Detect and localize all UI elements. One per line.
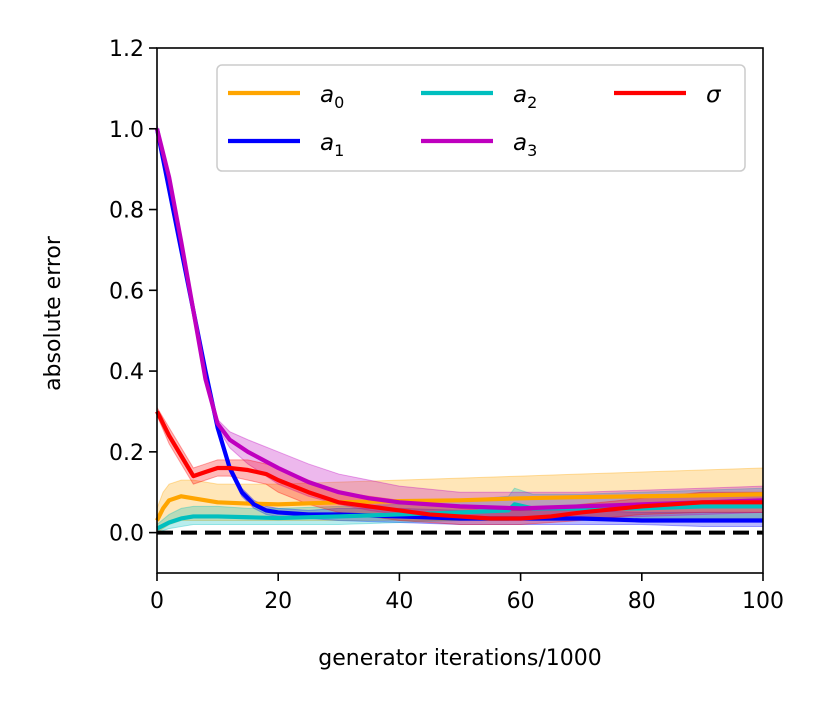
band-a3 bbox=[156, 124, 764, 519]
y-tick-label: 1.0 bbox=[109, 118, 144, 143]
y-tick-label: 0.6 bbox=[109, 279, 144, 304]
y-tick-label: 0.2 bbox=[109, 441, 144, 466]
legend-label-base: a bbox=[320, 130, 334, 156]
legend-label-a3: a3 bbox=[513, 130, 537, 160]
x-tick-label: 60 bbox=[507, 589, 535, 614]
legend-box bbox=[216, 64, 746, 172]
plot-area-frame bbox=[156, 47, 764, 574]
series-lines bbox=[154, 128, 764, 531]
x-tick-label: 0 bbox=[150, 589, 164, 614]
y-tick-label: 1.2 bbox=[109, 37, 144, 62]
legend-label-base: a bbox=[513, 130, 527, 156]
legend-label-sigma: σ bbox=[706, 82, 722, 108]
x-tick-label: 100 bbox=[742, 589, 784, 614]
legend-label-subscript: 3 bbox=[527, 141, 537, 160]
legend-label-a0: a0 bbox=[320, 82, 344, 112]
y-axis-ticks: 0.0 0.2 0.4 0.6 0.8 1.0 1.2 bbox=[109, 37, 157, 547]
legend-label-subscript: 0 bbox=[334, 93, 344, 112]
y-tick-label: 0.4 bbox=[109, 360, 144, 385]
x-tick-label: 20 bbox=[264, 589, 292, 614]
legend-label-base: σ bbox=[706, 82, 722, 108]
legend-label-subscript: 1 bbox=[334, 141, 344, 160]
x-axis-ticks: 0 20 40 60 80 100 bbox=[150, 573, 784, 614]
legend-label-a1: a1 bbox=[320, 130, 344, 160]
legend-label-base: a bbox=[513, 82, 527, 108]
legend-label-subscript: 2 bbox=[527, 93, 537, 112]
x-tick-label: 40 bbox=[385, 589, 413, 614]
line-a0 bbox=[155, 492, 764, 522]
x-axis-label: generator iterations/1000 bbox=[318, 646, 601, 671]
line-sigma bbox=[155, 410, 763, 521]
y-tick-label: 0.0 bbox=[109, 522, 144, 547]
line-a3 bbox=[154, 128, 764, 511]
y-axis-label: absolute error bbox=[41, 235, 66, 391]
line-a2 bbox=[156, 502, 763, 531]
y-tick-label: 0.8 bbox=[109, 199, 144, 224]
x-tick-label: 80 bbox=[628, 589, 656, 614]
legend-label-base: a bbox=[320, 82, 334, 108]
legend-label-a2: a2 bbox=[513, 82, 537, 112]
